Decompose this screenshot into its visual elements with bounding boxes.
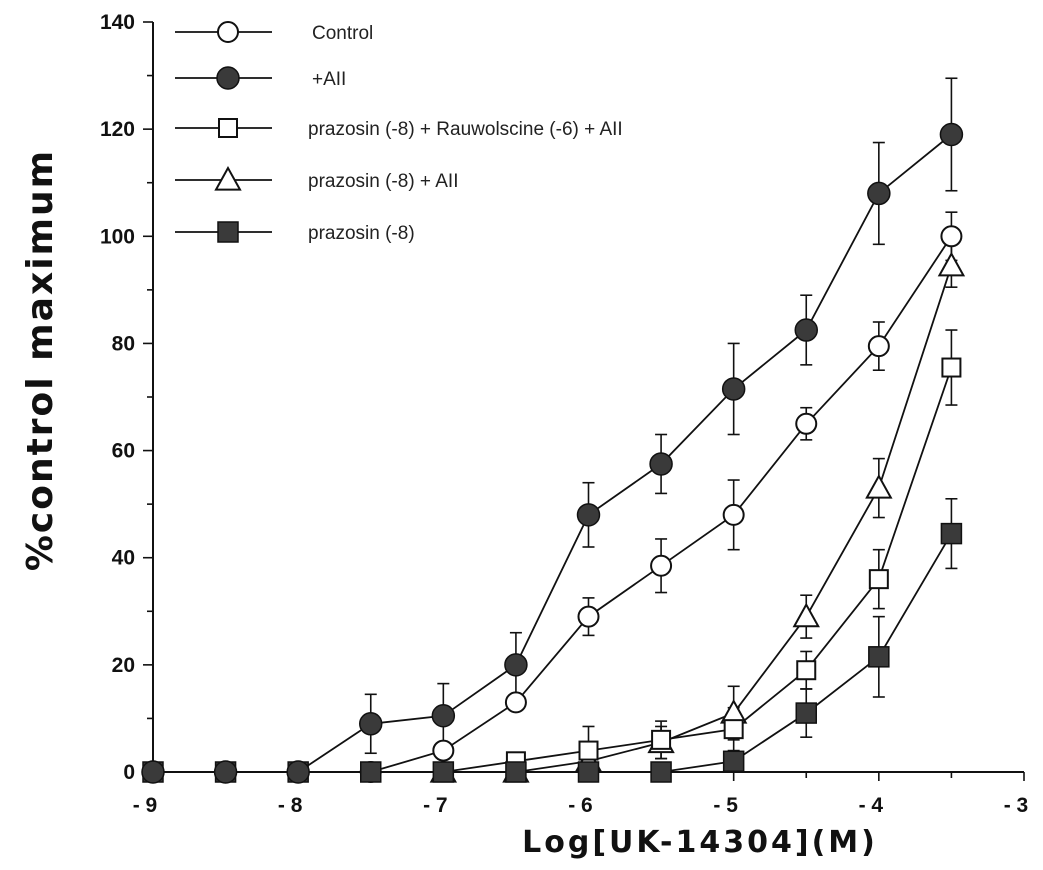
data-point-1	[576, 503, 601, 527]
data-point-3	[792, 602, 820, 628]
data-point-2	[941, 357, 962, 378]
legend-label: prazosin (-8)	[308, 223, 415, 244]
x-tick-label: - 8	[278, 794, 303, 817]
legend-label: +AII	[312, 69, 346, 90]
data-point-0	[795, 412, 818, 435]
x-tick-label: - 3	[1004, 794, 1029, 817]
legend-label: prazosin (-8) + Rauwolscine (-6) + AII	[308, 119, 623, 140]
data-point-4	[868, 646, 890, 668]
data-point-0	[940, 225, 963, 248]
series-line-4	[153, 533, 953, 773]
data-point-3	[937, 251, 966, 277]
data-point-1	[286, 760, 310, 784]
data-point-1	[213, 760, 238, 784]
data-point-4	[432, 761, 455, 783]
data-point-4	[795, 702, 817, 724]
y-tick-label: 60	[112, 440, 135, 463]
data-point-4	[505, 761, 527, 783]
data-point-0	[722, 503, 745, 526]
data-point-2	[796, 660, 817, 681]
data-point-4	[940, 522, 963, 545]
legend-marker	[218, 118, 238, 138]
series-markers	[141, 122, 966, 784]
y-tick-label: 40	[112, 547, 135, 570]
legend-marker	[217, 221, 239, 243]
data-point-0	[577, 605, 600, 628]
data-point-0	[650, 554, 673, 577]
data-point-1	[431, 704, 456, 728]
data-point-0	[867, 335, 890, 358]
data-point-1	[504, 653, 528, 677]
y-tick-label: 80	[112, 332, 135, 355]
data-point-2	[723, 719, 744, 740]
data-point-1	[794, 318, 818, 342]
data-point-2	[651, 729, 672, 750]
legend-label: prazosin (-8) + AII	[308, 171, 458, 192]
data-point-2	[578, 740, 599, 761]
legend: Control +AII prazosin (-8) + Rauwolscine (…	[175, 21, 623, 244]
y-tick-label: 120	[100, 118, 135, 141]
data-point-1	[359, 712, 383, 736]
x-tick-label: - 9	[133, 794, 158, 817]
x-tick-label: - 6	[568, 794, 593, 817]
data-point-4	[722, 750, 745, 773]
y-tick-label: 20	[112, 654, 135, 677]
x-axis-label: Log[UK-14304](M)	[522, 825, 878, 860]
y-axis-label: %control maximum	[20, 149, 61, 571]
data-point-4	[650, 761, 672, 783]
data-point-4	[360, 761, 382, 783]
series-line-1	[153, 133, 952, 773]
legend-marker	[214, 165, 242, 191]
tick-labels: 0 20 40 60 80 100 120 140 - 9 - 8 - 7 - 6 - 5 - 4 - 3	[100, 11, 1028, 817]
y-tick-label: 140	[100, 11, 135, 34]
data-point-0	[504, 691, 527, 714]
data-point-1	[649, 452, 673, 476]
data-point-0	[432, 739, 455, 762]
data-point-3	[865, 474, 893, 499]
data-point-1	[939, 122, 964, 147]
series-line-3	[443, 265, 953, 773]
legend-marker	[216, 66, 240, 90]
series-lines	[153, 77, 958, 776]
data-point-1	[141, 760, 165, 784]
data-point-2	[868, 569, 889, 590]
y-tick-label: 0	[123, 761, 135, 784]
series-line-0	[153, 235, 953, 773]
y-tick-label: 100	[100, 225, 135, 248]
data-point-1	[867, 181, 891, 206]
x-tick-label: - 7	[423, 794, 448, 817]
data-point-4	[577, 761, 600, 783]
legend-marker	[217, 21, 239, 43]
data-point-1	[721, 377, 746, 401]
x-tick-label: - 4	[859, 794, 884, 817]
legend-label: Control	[312, 23, 373, 44]
x-tick-label: - 5	[713, 794, 738, 817]
